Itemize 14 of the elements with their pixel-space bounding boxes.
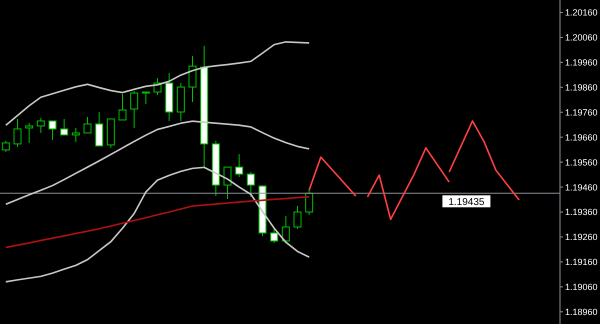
y-tick-label: 1.19360 <box>565 207 598 218</box>
y-tick-label: 1.19960 <box>565 58 598 68</box>
y-tick-label: 1.20160 <box>565 8 598 18</box>
ref-line-label: 1.19435 <box>448 196 485 208</box>
y-tick-label: 1.19160 <box>565 257 598 268</box>
y-tick-label: 1.20060 <box>565 32 598 43</box>
y-tick-label: 1.19660 <box>565 132 598 142</box>
y-tick-label: 1.19860 <box>565 82 598 92</box>
y-tick-label: 1.19560 <box>565 157 598 168</box>
y-tick-label: 1.19460 <box>565 182 598 192</box>
y-tick-label: 1.19060 <box>565 282 598 292</box>
y-tick-label: 1.19760 <box>565 107 598 118</box>
y-tick-label: 1.19260 <box>565 232 598 242</box>
y-tick-label: 1.18960 <box>565 306 598 317</box>
